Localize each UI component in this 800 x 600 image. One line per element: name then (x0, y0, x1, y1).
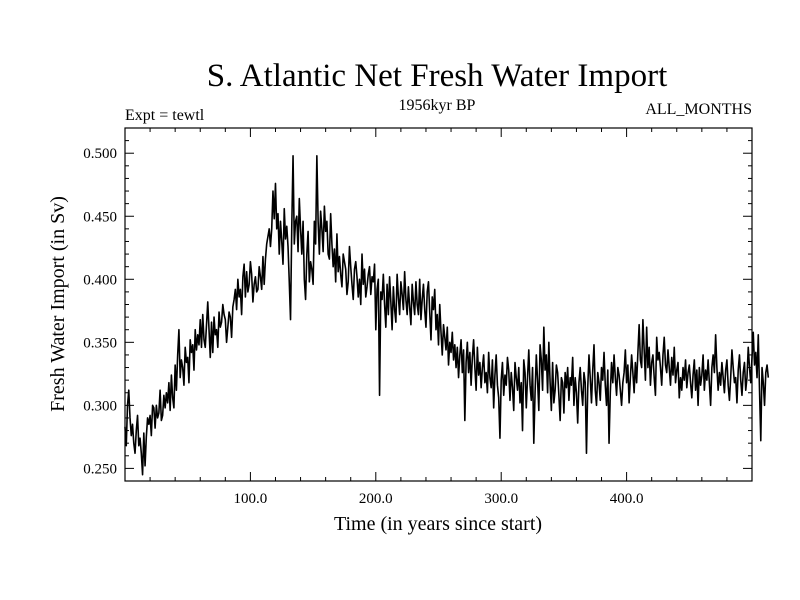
plot-frame (124, 127, 753, 482)
y-tick-label: 0.400 (83, 272, 117, 288)
months-label: ALL_MONTHS (645, 101, 752, 118)
period-label: 1956kyr BP (399, 97, 476, 114)
y-tick-label: 0.300 (83, 398, 117, 414)
series-line (124, 154, 770, 476)
y-tick-label: 0.350 (83, 335, 117, 351)
x-axis-label: Time (in years since start) (334, 513, 542, 535)
y-tick-label: 0.450 (83, 209, 117, 225)
x-tick-label: 400.0 (610, 491, 644, 507)
chart-title: S. Atlantic Net Fresh Water Import (207, 58, 668, 94)
axis-ticks: 100.0 200.0 300.0 400.0 0.250 0.300 0.350 0.400… (83, 127, 752, 507)
y-axis-label: Fresh Water Import (in Sv) (47, 196, 69, 412)
x-tick-label: 100.0 (234, 491, 268, 507)
x-tick-label: 300.0 (484, 491, 518, 507)
y-tick-label: 0.250 (83, 461, 117, 477)
series-group (124, 154, 770, 476)
x-tick-label: 200.0 (359, 491, 393, 507)
experiment-label: Expt = tewtl (125, 107, 205, 124)
y-tick-label: 0.500 (83, 146, 117, 162)
